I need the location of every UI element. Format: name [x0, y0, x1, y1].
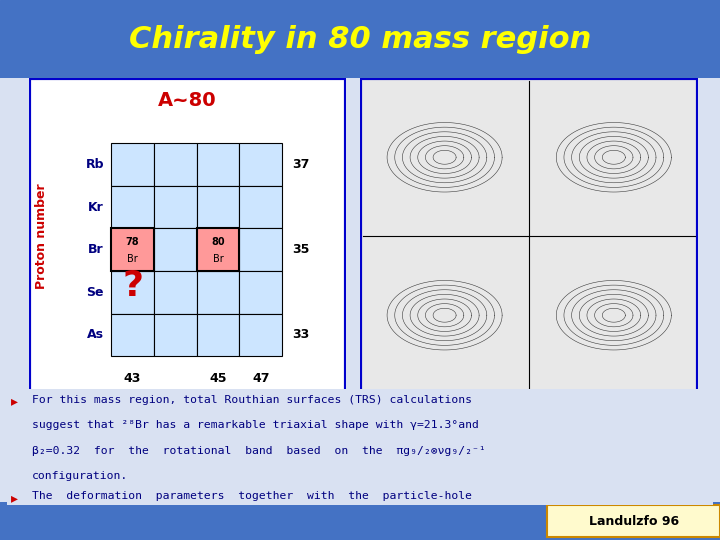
- Text: 43: 43: [124, 372, 141, 385]
- Text: β₂=0.32  for  the  rotational  band  based  on  the  πg₉/₂⊗νg₉/₂⁻¹: β₂=0.32 for the rotational band based on…: [32, 446, 486, 456]
- Bar: [154, 314, 197, 356]
- Bar: [240, 143, 282, 186]
- Text: ▸: ▸: [11, 395, 18, 409]
- Bar: [154, 228, 197, 271]
- Text: Br: Br: [212, 254, 223, 264]
- Text: 33: 33: [292, 328, 310, 341]
- Text: ▸: ▸: [11, 491, 18, 505]
- Text: Br: Br: [88, 243, 103, 256]
- Text: For this mass region, total Routhian surfaces (TRS) calculations: For this mass region, total Routhian sur…: [32, 395, 472, 404]
- Text: Rb: Rb: [86, 158, 104, 171]
- Text: As: As: [87, 328, 104, 341]
- Text: suggest that ²⁸Br has a remarkable triaxial shape with γ=21.3°and: suggest that ²⁸Br has a remarkable triax…: [32, 420, 479, 430]
- Bar: [197, 228, 240, 271]
- Text: Proton number: Proton number: [35, 184, 48, 289]
- Text: Neutron number: Neutron number: [139, 393, 255, 406]
- Text: Br: Br: [127, 254, 138, 264]
- Bar: [111, 186, 154, 228]
- Text: ?: ?: [122, 269, 143, 303]
- Bar: [240, 314, 282, 356]
- Bar: [111, 228, 154, 271]
- Bar: [197, 186, 240, 228]
- Bar: [240, 271, 282, 314]
- Bar: [197, 143, 240, 186]
- FancyBboxPatch shape: [547, 505, 720, 537]
- Bar: [111, 228, 154, 271]
- Bar: [197, 314, 240, 356]
- Bar: [197, 228, 240, 271]
- Bar: [240, 228, 282, 271]
- Text: 47: 47: [252, 372, 269, 385]
- Bar: [240, 186, 282, 228]
- Bar: [197, 271, 240, 314]
- Text: Kr: Kr: [87, 200, 103, 213]
- Text: 35: 35: [292, 243, 310, 256]
- Bar: [111, 271, 154, 314]
- Bar: [111, 143, 282, 356]
- Text: 45: 45: [210, 372, 227, 385]
- Bar: [154, 271, 197, 314]
- Text: Se: Se: [86, 286, 104, 299]
- Text: A~80: A~80: [158, 91, 217, 110]
- Text: configuration.: configuration.: [32, 471, 128, 481]
- Bar: [154, 186, 197, 228]
- Text: Chirality in 80 mass region: Chirality in 80 mass region: [129, 25, 591, 53]
- Bar: [111, 143, 154, 186]
- Text: 80: 80: [211, 238, 225, 247]
- Bar: [111, 314, 154, 356]
- Text: 37: 37: [292, 158, 310, 171]
- Bar: [154, 143, 197, 186]
- Text: Landulzfo 96: Landulzfo 96: [588, 515, 679, 528]
- Text: The  deformation  parameters  together  with  the  particle-hole: The deformation parameters together with…: [32, 491, 472, 501]
- Text: 78: 78: [126, 238, 140, 247]
